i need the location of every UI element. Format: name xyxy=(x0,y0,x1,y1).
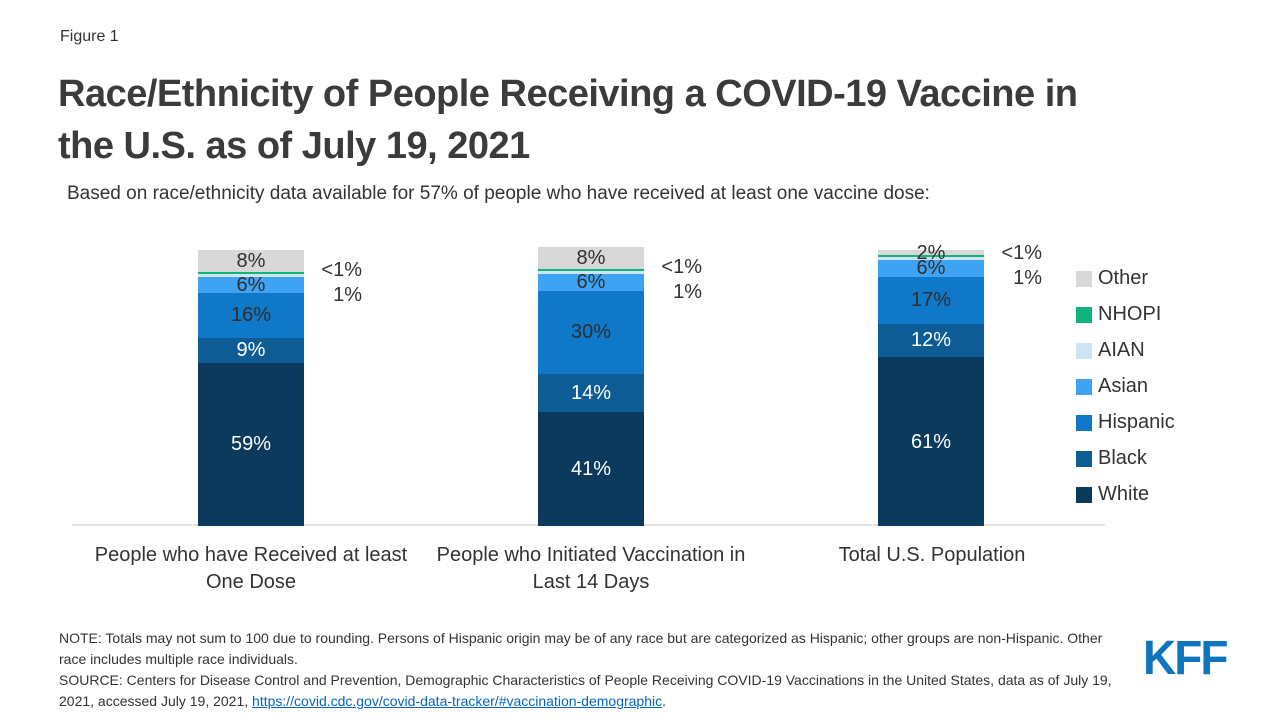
segment-asian-bar1: 6% xyxy=(198,274,304,297)
value-label-asian-bar2: 6% xyxy=(576,271,606,294)
value-label-aian-bar3: 1% xyxy=(1013,267,1042,290)
value-label-hispanic-bar3: 17% xyxy=(910,289,952,312)
value-label-nhopi-bar1: <1% xyxy=(321,258,362,281)
legend-swatch-icon xyxy=(1076,450,1092,467)
stacked-bar-1: 59% 9% 16% 6% 8% xyxy=(198,240,304,526)
callout-labels-bar1: <1% 1% xyxy=(310,258,362,308)
value-label-hispanic-bar2: 30% xyxy=(570,321,612,344)
x-axis-label-one-dose: People who have Received at least One Do… xyxy=(94,544,408,593)
segment-hispanic-bar1: 16% xyxy=(198,293,304,338)
legend-label: Asian xyxy=(1098,375,1149,397)
legend-swatch-icon xyxy=(1076,486,1092,503)
kff-logo: KFF xyxy=(1143,629,1228,685)
segment-black-bar3: 12% xyxy=(878,323,984,358)
segment-white-bar1: 59% xyxy=(198,362,304,526)
value-label-white-bar1: 59% xyxy=(230,433,272,456)
chart-legend: Other NHOPI AIAN Asian Hispanic Black White xyxy=(1076,267,1175,520)
segment-black-bar1: 9% xyxy=(198,337,304,363)
value-label-black-bar2: 14% xyxy=(570,382,612,405)
value-label-asian-bar1: 6% xyxy=(236,274,266,297)
legend-label: AIAN xyxy=(1098,339,1145,361)
legend-item-aian: AIAN xyxy=(1076,339,1175,361)
segment-other-bar3: 2% xyxy=(878,243,984,263)
value-label-white-bar3: 61% xyxy=(910,430,952,453)
legend-label: Hispanic xyxy=(1098,411,1175,433)
legend-label: Other xyxy=(1098,267,1149,289)
segment-other-bar2: 8% xyxy=(538,247,644,270)
value-label-nhopi-bar2: <1% xyxy=(661,256,702,279)
legend-item-black: Black xyxy=(1076,447,1175,469)
value-label-black-bar1: 9% xyxy=(236,339,266,362)
source-text: SOURCE: Centers for Disease Control and … xyxy=(59,670,1127,712)
figure-label: Figure 1 xyxy=(60,28,119,45)
legend-label: Black xyxy=(1098,447,1147,469)
segment-asian-bar3: 6% xyxy=(878,257,984,280)
chart-plot-area: 59% 9% 16% 6% 8% <1% 1% 41% 14% 30% 6% 8% <1% 1% 61% 12… xyxy=(72,240,1105,526)
title-line-2: the U.S. as of July 19, 2021 xyxy=(58,125,530,167)
source-prefix: SOURCE: Centers for Disease Control and … xyxy=(59,672,1112,709)
legend-swatch-icon xyxy=(1076,342,1092,359)
segment-hispanic-bar3: 17% xyxy=(878,276,984,324)
source-link[interactable]: https://covid.cdc.gov/covid-data-tracker… xyxy=(252,693,663,709)
legend-item-white: White xyxy=(1076,483,1175,505)
legend-item-nhopi: NHOPI xyxy=(1076,303,1175,325)
callout-labels-bar3: <1% 1% xyxy=(990,241,1042,291)
segment-white-bar3: 61% xyxy=(878,357,984,526)
segment-aian-bar1 xyxy=(198,273,304,277)
callout-labels-bar2: <1% 1% xyxy=(650,255,702,305)
segment-nhopi-bar2 xyxy=(538,269,644,272)
legend-label: NHOPI xyxy=(1098,303,1162,325)
value-label-aian-bar2: 1% xyxy=(673,281,702,304)
segment-nhopi-bar1 xyxy=(198,271,304,274)
value-label-nhopi-bar3: <1% xyxy=(1001,242,1042,265)
legend-swatch-icon xyxy=(1076,414,1092,431)
legend-label: White xyxy=(1098,483,1150,505)
value-label-other-bar1: 8% xyxy=(236,249,266,272)
legend-item-other: Other xyxy=(1076,267,1175,289)
note-text: NOTE: Totals may not sum to 100 due to r… xyxy=(59,630,1103,667)
segment-black-bar2: 14% xyxy=(538,373,644,413)
value-label-white-bar2: 41% xyxy=(570,458,612,481)
legend-item-hispanic: Hispanic xyxy=(1076,411,1175,433)
segment-asian-bar2: 6% xyxy=(538,271,644,294)
segment-other-bar1: 8% xyxy=(198,249,304,272)
legend-swatch-icon xyxy=(1076,270,1092,287)
legend-item-asian: Asian xyxy=(1076,375,1175,397)
segment-hispanic-bar2: 30% xyxy=(538,290,644,374)
value-label-other-bar2: 8% xyxy=(576,247,606,270)
value-label-other-bar3: 2% xyxy=(916,241,946,264)
chart-subtitle: Based on race/ethnicity data available f… xyxy=(67,183,930,204)
value-label-aian-bar1: 1% xyxy=(333,283,362,306)
legend-swatch-icon xyxy=(1076,306,1092,323)
x-axis-label-us-population: Total U.S. Population xyxy=(838,544,1026,566)
segment-white-bar2: 41% xyxy=(538,412,644,526)
page-title: Race/Ethnicity of People Receiving a COV… xyxy=(58,68,1078,172)
segment-aian-bar3 xyxy=(878,257,984,261)
stacked-bar-3: 61% 12% 17% 6% 2% xyxy=(878,240,984,526)
value-label-asian-bar3: 6% xyxy=(916,257,946,280)
value-label-hispanic-bar1: 16% xyxy=(230,304,272,327)
stacked-bar-2: 41% 14% 30% 6% 8% xyxy=(538,240,644,526)
x-axis-label-last-14-days: People who Initiated Vaccination in Last… xyxy=(436,544,746,593)
segment-nhopi-bar3 xyxy=(878,255,984,258)
value-label-black-bar3: 12% xyxy=(910,329,952,352)
segment-aian-bar2 xyxy=(538,271,644,274)
title-line-1: Race/Ethnicity of People Receiving a COV… xyxy=(58,73,1078,115)
legend-swatch-icon xyxy=(1076,378,1092,395)
source-suffix: . xyxy=(662,693,667,709)
